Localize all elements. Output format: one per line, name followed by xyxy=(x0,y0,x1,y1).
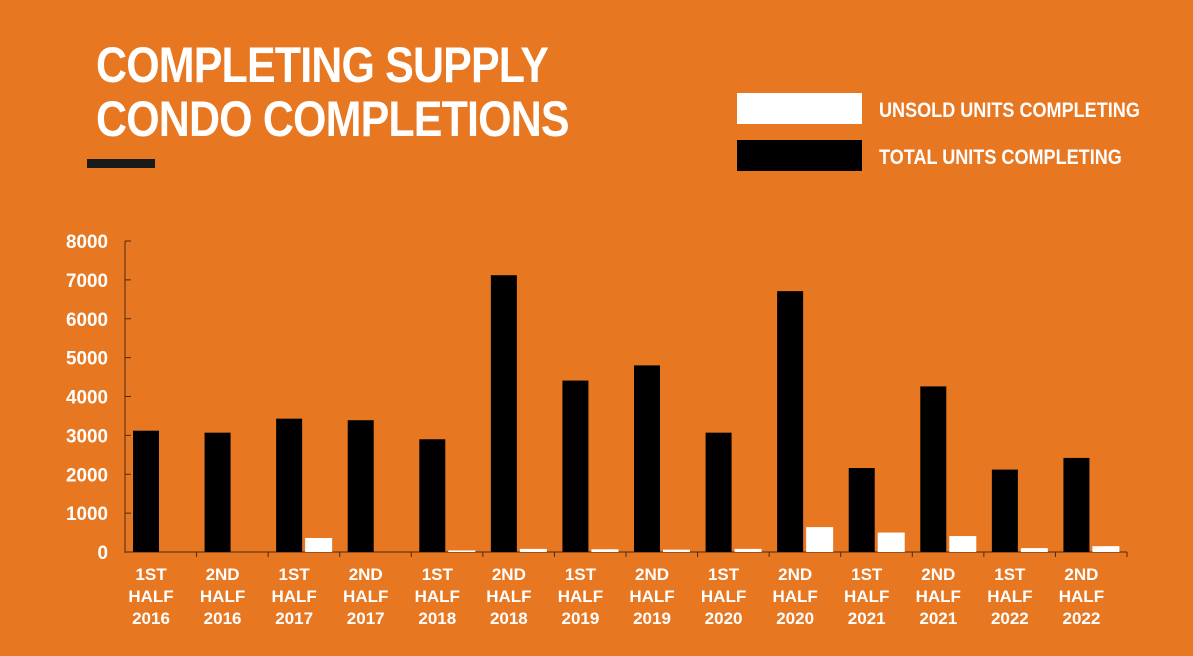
bar-total-units xyxy=(848,468,875,552)
x-tick-label: 2ND HALF 2019 xyxy=(629,565,674,628)
legend-label-unsold: UNSOLD UNITS COMPLETING xyxy=(879,99,1140,122)
x-tick-label: 1ST HALF 2018 xyxy=(415,565,460,628)
x-tick-label: 1ST HALF 2016 xyxy=(128,565,173,628)
chart-title-line-2: CONDO COMPLETIONS xyxy=(96,91,570,147)
legend-swatch-total xyxy=(737,140,862,171)
legend-swatch-unsold xyxy=(737,93,862,124)
bar-unsold-units xyxy=(591,549,619,552)
bar-unsold-units xyxy=(1020,548,1048,552)
y-tick-label: 3000 xyxy=(66,426,108,447)
bar-total-units xyxy=(490,275,517,552)
x-tick-label: 2ND HALF 2018 xyxy=(486,565,531,628)
x-tick-label: 1ST HALF 2022 xyxy=(987,565,1032,628)
bar-total-units xyxy=(276,418,303,552)
x-tick-label: 2ND HALF 2020 xyxy=(772,565,817,628)
bar-unsold-units xyxy=(1092,546,1120,552)
y-tick-label: 2000 xyxy=(66,465,108,486)
chart-title-line-1: COMPLETING SUPPLY xyxy=(96,37,549,93)
bar-unsold-units xyxy=(448,550,476,552)
bar-unsold-units xyxy=(734,548,762,552)
x-tick-label: 1ST HALF 2021 xyxy=(844,565,889,628)
bar-total-units xyxy=(562,380,589,552)
bar-total-units xyxy=(347,420,374,552)
x-tick-label: 2ND HALF 2016 xyxy=(200,565,245,628)
title-underline xyxy=(87,159,155,168)
legend-label-total: TOTAL UNITS COMPLETING xyxy=(879,146,1122,169)
bar-unsold-units xyxy=(519,548,547,552)
y-tick-label: 5000 xyxy=(66,349,108,370)
bar-unsold-units xyxy=(806,527,834,552)
bar-total-units xyxy=(920,386,947,552)
bar-unsold-units xyxy=(949,536,977,552)
x-tick-label: 1ST HALF 2020 xyxy=(701,565,746,628)
bar-unsold-units xyxy=(877,532,905,552)
x-tick-label: 2ND HALF 2017 xyxy=(343,565,388,628)
bar-total-units xyxy=(1063,457,1090,552)
x-tick-label: 2ND HALF 2021 xyxy=(916,565,961,628)
x-tick-label: 1ST HALF 2019 xyxy=(558,565,603,628)
bar-total-units xyxy=(777,291,804,552)
x-tick-label: 1ST HALF 2017 xyxy=(271,565,316,628)
bar-unsold-units xyxy=(305,538,333,552)
x-tick-label: 2ND HALF 2022 xyxy=(1059,565,1104,628)
bar-total-units xyxy=(634,365,660,552)
chart-title: COMPLETING SUPPLY CONDO COMPLETIONS xyxy=(96,37,570,147)
y-tick-label: 7000 xyxy=(66,271,108,292)
bar-total-units xyxy=(991,469,1018,552)
bar-total-units xyxy=(419,439,446,552)
bar-total-units xyxy=(133,430,159,552)
y-tick-label: 6000 xyxy=(66,310,108,331)
y-tick-label: 4000 xyxy=(66,388,108,409)
y-tick-label: 0 xyxy=(98,543,109,564)
y-tick-label: 8000 xyxy=(66,232,108,253)
bar-total-units xyxy=(705,432,732,552)
y-tick-label: 1000 xyxy=(66,504,108,525)
bar-total-units xyxy=(204,432,231,552)
bar-unsold-units xyxy=(663,549,690,552)
